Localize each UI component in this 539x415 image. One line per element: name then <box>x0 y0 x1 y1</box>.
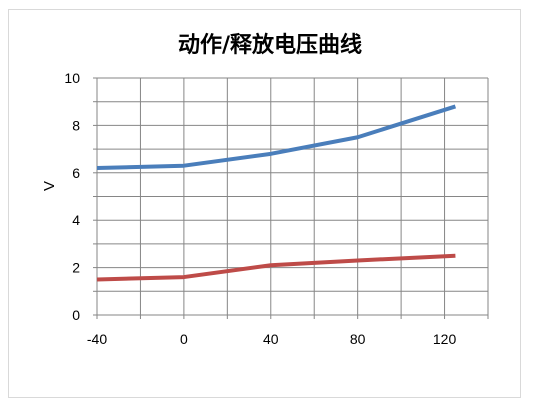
series-lines <box>96 104 457 282</box>
x-tick-label: -40 <box>87 331 107 347</box>
y-tick-label: 0 <box>72 307 80 323</box>
x-tick-label: 120 <box>433 331 457 347</box>
x-tick-label: 40 <box>263 331 279 347</box>
axes <box>93 77 489 319</box>
y-tick-label: 4 <box>72 212 80 228</box>
chart-title: 动作/释放电压曲线 <box>178 32 362 58</box>
series-line-1 <box>96 104 457 171</box>
tick-labels: 0 2 4 6 8 10 -40 0 40 80 120 <box>64 70 456 347</box>
y-tick-label: 10 <box>64 70 80 86</box>
y-axis-label: V <box>41 181 58 191</box>
y-tick-label: 6 <box>72 165 80 181</box>
y-tick-label: 2 <box>72 260 80 276</box>
x-tick-label: 0 <box>180 331 188 347</box>
x-tick-label: 80 <box>350 331 366 347</box>
chart-frame <box>8 9 521 398</box>
y-tick-label: 8 <box>72 117 80 133</box>
